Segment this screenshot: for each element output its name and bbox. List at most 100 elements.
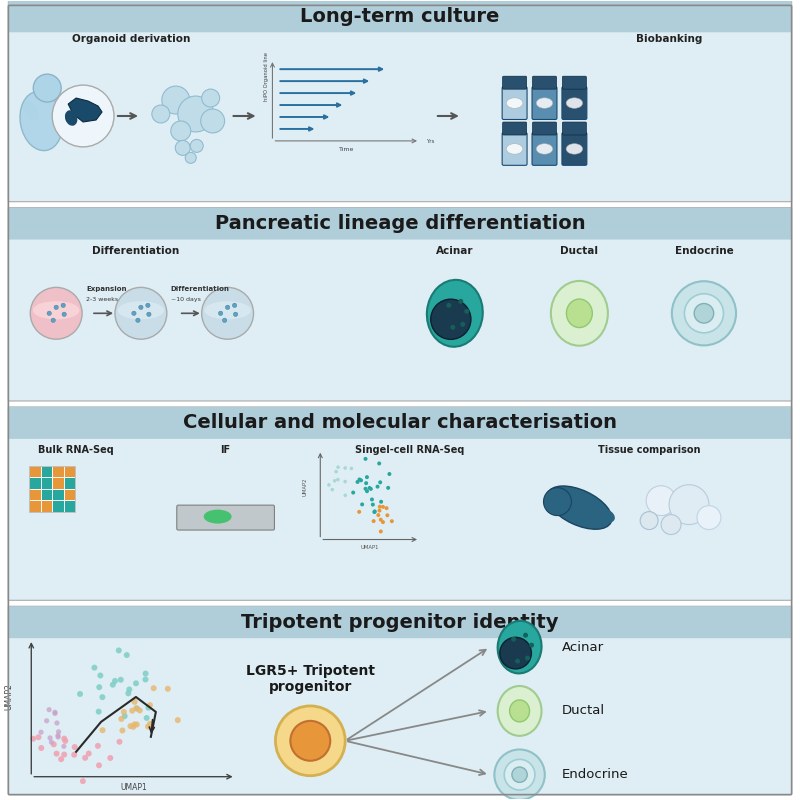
Circle shape: [330, 488, 334, 491]
Circle shape: [52, 85, 114, 147]
Circle shape: [365, 490, 369, 493]
Circle shape: [333, 479, 337, 482]
Circle shape: [99, 694, 106, 700]
Circle shape: [515, 658, 520, 663]
Circle shape: [222, 318, 227, 322]
Circle shape: [54, 305, 58, 310]
Circle shape: [38, 730, 44, 735]
Circle shape: [72, 744, 78, 750]
Circle shape: [378, 518, 382, 522]
Circle shape: [458, 299, 463, 304]
Circle shape: [144, 715, 150, 721]
Bar: [41, 466, 52, 478]
Circle shape: [55, 734, 61, 739]
Circle shape: [669, 485, 709, 525]
Circle shape: [136, 318, 140, 322]
Circle shape: [685, 294, 723, 333]
FancyBboxPatch shape: [562, 86, 587, 119]
Circle shape: [464, 309, 470, 314]
Circle shape: [150, 686, 157, 691]
Text: Tripotent progenitor identity: Tripotent progenitor identity: [242, 613, 558, 632]
Circle shape: [130, 708, 135, 714]
FancyBboxPatch shape: [562, 76, 586, 89]
Circle shape: [234, 312, 238, 317]
Text: IF: IF: [221, 445, 230, 455]
Circle shape: [450, 325, 455, 330]
Circle shape: [363, 486, 367, 490]
Text: UMAP2: UMAP2: [5, 683, 14, 710]
Circle shape: [523, 633, 528, 638]
Text: Bulk RNA-Seq: Bulk RNA-Seq: [38, 445, 114, 455]
Circle shape: [47, 735, 53, 741]
Circle shape: [359, 478, 363, 482]
Circle shape: [190, 139, 203, 152]
Circle shape: [35, 734, 42, 740]
Bar: [64, 478, 75, 489]
Circle shape: [34, 74, 61, 102]
Circle shape: [336, 466, 340, 469]
Text: LGR5+ Tripotent
progenitor: LGR5+ Tripotent progenitor: [246, 664, 375, 694]
Circle shape: [381, 520, 385, 524]
Circle shape: [96, 709, 102, 714]
FancyBboxPatch shape: [533, 122, 557, 135]
Ellipse shape: [204, 302, 251, 319]
Circle shape: [430, 299, 471, 339]
Text: Time: Time: [338, 147, 354, 152]
Circle shape: [226, 305, 230, 310]
Circle shape: [275, 706, 345, 776]
Circle shape: [62, 751, 67, 758]
FancyBboxPatch shape: [8, 606, 792, 794]
Bar: [52, 500, 64, 512]
Text: Pancreatic lineage differentiation: Pancreatic lineage differentiation: [214, 214, 586, 233]
Ellipse shape: [20, 91, 62, 150]
Text: Acinar: Acinar: [562, 641, 603, 654]
Circle shape: [512, 767, 527, 782]
Circle shape: [218, 311, 223, 315]
Circle shape: [504, 759, 535, 790]
Circle shape: [381, 505, 385, 509]
Circle shape: [697, 506, 721, 530]
Text: Biobanking: Biobanking: [636, 34, 702, 44]
Circle shape: [121, 709, 127, 715]
Circle shape: [175, 141, 190, 155]
Circle shape: [369, 487, 373, 491]
Bar: [30, 466, 75, 512]
Circle shape: [146, 705, 151, 710]
Text: Ductal: Ductal: [562, 705, 605, 718]
Text: UMAP1: UMAP1: [361, 546, 379, 550]
Text: Singel-cell RNA-Seq: Singel-cell RNA-Seq: [355, 445, 465, 455]
Text: Differentiation: Differentiation: [170, 286, 230, 292]
Circle shape: [165, 686, 171, 692]
Circle shape: [334, 470, 338, 474]
Circle shape: [371, 502, 375, 506]
Circle shape: [378, 505, 382, 509]
Circle shape: [202, 89, 220, 107]
Circle shape: [202, 287, 254, 339]
Circle shape: [118, 677, 124, 682]
Circle shape: [112, 678, 118, 684]
Circle shape: [118, 716, 124, 722]
Circle shape: [145, 723, 151, 730]
Circle shape: [378, 480, 382, 484]
Ellipse shape: [510, 700, 530, 722]
Circle shape: [672, 282, 736, 346]
Circle shape: [386, 514, 390, 518]
Circle shape: [131, 722, 138, 727]
Circle shape: [54, 750, 59, 757]
Circle shape: [107, 755, 114, 761]
Ellipse shape: [118, 302, 164, 319]
Polygon shape: [68, 98, 102, 122]
Circle shape: [379, 530, 382, 534]
Ellipse shape: [204, 510, 231, 523]
Circle shape: [61, 303, 66, 307]
Circle shape: [46, 707, 52, 712]
Circle shape: [378, 462, 381, 466]
Circle shape: [96, 684, 102, 690]
Circle shape: [51, 318, 55, 322]
Circle shape: [146, 312, 151, 317]
Circle shape: [543, 488, 571, 515]
Circle shape: [54, 720, 59, 726]
Text: UMAP1: UMAP1: [120, 782, 147, 792]
Circle shape: [355, 480, 359, 484]
Circle shape: [336, 478, 340, 482]
